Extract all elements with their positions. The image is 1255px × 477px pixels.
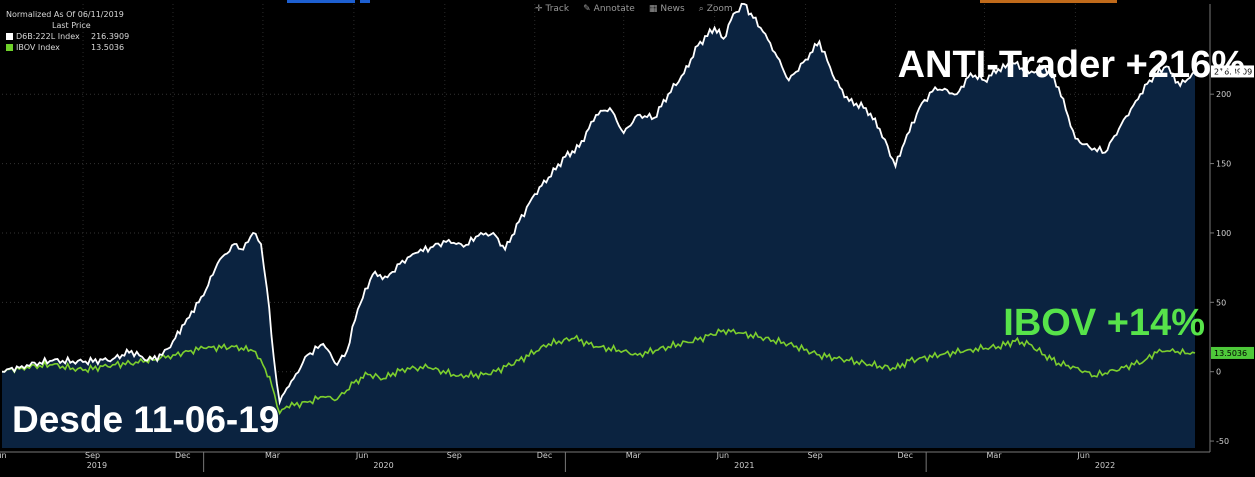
news-button[interactable]: ▦ News <box>649 2 685 16</box>
x-tick-label: Dec <box>537 451 552 460</box>
last-value-tag-anti-box <box>1211 65 1254 78</box>
legend-swatch-anti <box>6 33 13 40</box>
crosshair-icon: ✛ <box>535 4 543 14</box>
pencil-icon: ✎ <box>583 4 591 14</box>
legend-value-ibov: 13.5036 <box>91 43 125 52</box>
legend-swatch-ibov <box>6 44 13 51</box>
x-tick-label: Mar <box>986 451 1002 460</box>
x-tick-label: Dec <box>175 451 190 460</box>
series-line-anti <box>1 2 1196 406</box>
top-strip-orange[interactable] <box>980 0 1117 3</box>
zoom-button[interactable]: ⌕ Zoom <box>699 2 733 16</box>
x-tick-label: Sep <box>447 451 462 460</box>
x-year-label: 2020 <box>373 461 393 470</box>
news-icon: ▦ <box>648 4 658 14</box>
legend: Normalized As Of 06/11/2019 Last Price D… <box>6 9 129 53</box>
last-value-tag-anti-text: 216.3909 <box>1214 67 1252 76</box>
x-tick-label: Jun <box>355 451 369 460</box>
track-button[interactable]: ✛ Track <box>535 2 569 16</box>
track-label: Track <box>545 4 570 14</box>
chart-toolbar: ✛ Track ✎ Annotate ▦ News ⌕ Zoom <box>535 2 733 16</box>
anti-trader-annotation: ANTI-Trader +216% <box>897 44 1245 86</box>
x-tick-label: Jun <box>1076 451 1090 460</box>
x-tick-label: Mar <box>265 451 281 460</box>
y-tick-label: 150 <box>1216 160 1231 169</box>
annotate-label: Annotate <box>593 4 635 14</box>
x-tick-label: Sep <box>808 451 823 460</box>
top-strip-blue[interactable] <box>287 0 355 3</box>
legend-name-ibov: IBOV Index <box>16 43 60 52</box>
search-icon: ⌕ <box>698 4 704 14</box>
y-tick-label: 0 <box>1216 368 1221 377</box>
series-line-ibov <box>1 328 1196 416</box>
ibov-annotation: IBOV +14% <box>1003 302 1205 344</box>
last-price-header: Last Price <box>52 21 91 30</box>
last-value-tag-ibov-box <box>1211 346 1254 359</box>
x-tick-label: Mar <box>626 451 642 460</box>
x-tick-label: Jun <box>716 451 730 460</box>
y-tick-label: 200 <box>1216 90 1231 99</box>
y-tick-label: 100 <box>1216 229 1231 238</box>
area-fill-anti <box>2 3 1195 449</box>
x-tick-label: Dec <box>898 451 913 460</box>
news-label: News <box>660 4 685 14</box>
since-date-annotation: Desde 11-06-19 <box>12 399 280 440</box>
legend-row-ibov[interactable]: IBOV Index 13.5036 <box>6 42 129 53</box>
y-tick-label: 50 <box>1216 298 1226 307</box>
legend-value-anti: 216.3909 <box>91 32 130 41</box>
last-value-tag-ibov-text: 13.5036 <box>1214 349 1247 358</box>
normalized-label: Normalized As Of 06/11/2019 <box>6 10 124 19</box>
top-strip-blue-small[interactable] <box>360 0 370 3</box>
annotate-button[interactable]: ✎ Annotate <box>583 2 635 16</box>
zoom-label: Zoom <box>706 4 733 14</box>
x-year-label: 2022 <box>1095 461 1115 470</box>
x-tick-label: Sep <box>85 451 100 460</box>
x-tick-label: Jun <box>0 451 7 460</box>
y-tick-label: -50 <box>1216 437 1229 446</box>
x-year-label: 2021 <box>734 461 754 470</box>
x-year-label: 2019 <box>87 461 107 470</box>
legend-name-anti: D6B:222L Index <box>16 32 80 41</box>
legend-row-anti[interactable]: D6B:222L Index 216.3909 <box>6 31 129 42</box>
